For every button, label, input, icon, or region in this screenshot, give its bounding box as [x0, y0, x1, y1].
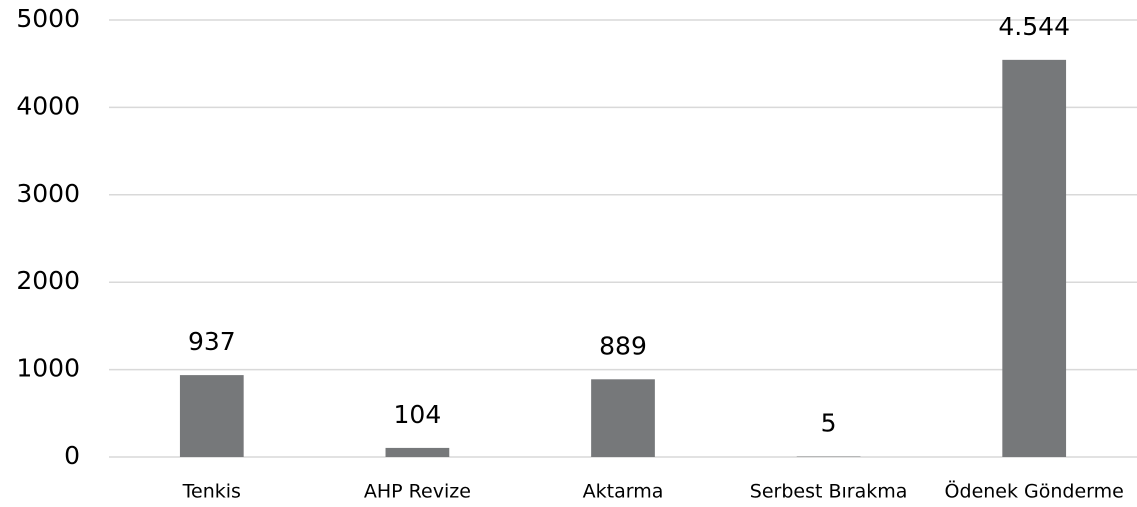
y-tick-label: 2000: [16, 266, 80, 295]
bar: [385, 447, 450, 457]
bar: [591, 379, 655, 457]
data-label: 5: [821, 409, 837, 438]
y-tick-label: 5000: [16, 4, 80, 33]
x-tick-label: Serbest Bırakma: [750, 481, 908, 503]
y-tick-label: 3000: [16, 179, 80, 208]
data-label: 889: [599, 331, 647, 360]
y-tick-label: 1000: [16, 354, 80, 383]
y-tick-label: 4000: [16, 91, 80, 120]
data-label: 4.544: [998, 12, 1070, 41]
data-label: 104: [394, 400, 442, 429]
bar: [179, 375, 244, 457]
x-tick-label: Tenkis: [182, 481, 241, 503]
x-tick-label: Aktarma: [583, 481, 664, 503]
data-label: 937: [188, 327, 236, 356]
bar: [1002, 59, 1067, 457]
x-tick-label: Ödenek Gönderme: [945, 480, 1124, 503]
x-tick-label: AHP Revize: [364, 481, 471, 503]
y-tick-label: 0: [64, 441, 80, 470]
